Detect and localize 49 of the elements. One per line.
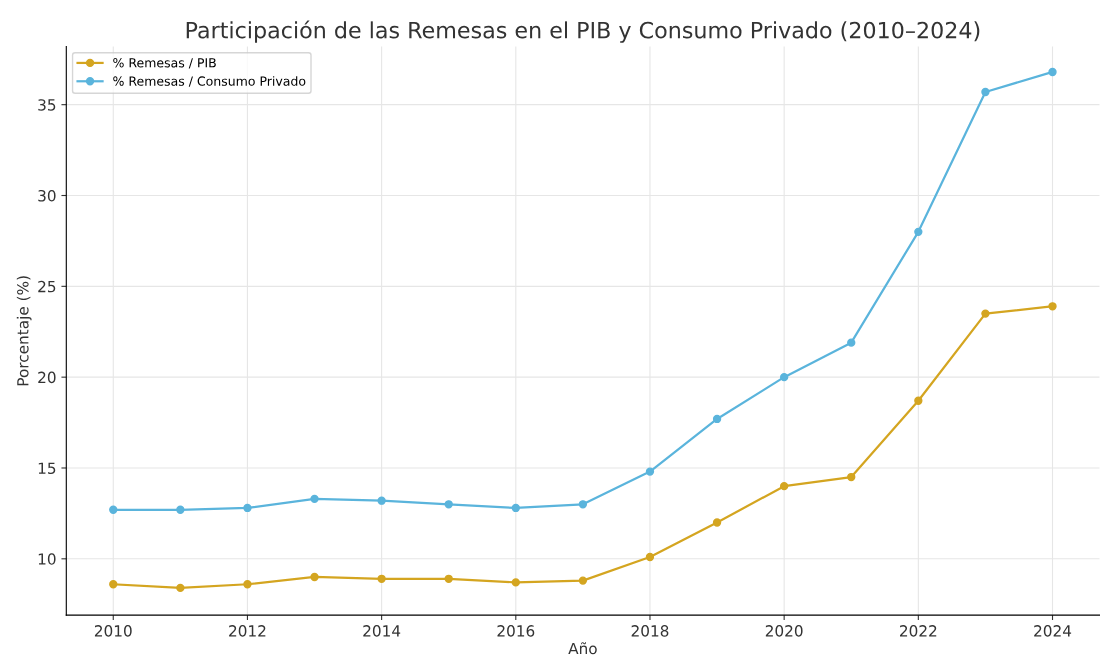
y-tick-label: 30 <box>38 189 56 202</box>
point <box>243 503 252 513</box>
point <box>914 227 923 237</box>
x-axis-title: Año <box>568 642 597 655</box>
legend-label: % Remesas / Consumo Privado <box>113 76 306 87</box>
x-tick-label: 2010 <box>94 625 132 637</box>
x-tick-label: 2020 <box>765 625 803 637</box>
point <box>444 574 453 583</box>
y-tick-label: 10 <box>38 553 56 565</box>
point <box>377 574 386 583</box>
point <box>243 580 252 589</box>
point <box>779 372 789 382</box>
point <box>310 572 319 582</box>
point <box>645 467 655 476</box>
y-tick-label: 20 <box>38 371 56 384</box>
x-tick-label: 2018 <box>631 625 669 637</box>
point <box>645 552 655 562</box>
x-tick-label: 2024 <box>1034 625 1072 637</box>
y-tick-label: 15 <box>38 462 56 475</box>
x-tick-label: 2014 <box>363 625 401 637</box>
y-axis-title: Porcentaje (%) <box>16 276 32 386</box>
point <box>310 494 319 504</box>
point <box>779 481 789 491</box>
chart-title: Participación de las Remesas en el PIB y Consumo Privado (2010–2024) <box>186 20 980 43</box>
y-tick-label: 25 <box>38 280 56 293</box>
point <box>981 87 990 97</box>
legend-label: % Remesas / PIB <box>113 58 216 69</box>
x-tick-label: 2022 <box>900 625 937 637</box>
y-tick-label: 35 <box>38 99 56 111</box>
point <box>377 496 386 505</box>
point <box>847 338 856 347</box>
point <box>444 500 453 509</box>
point <box>176 583 185 593</box>
x-tick-label: 2016 <box>497 625 535 637</box>
point <box>712 414 722 424</box>
point <box>511 503 520 513</box>
x-tick-label: 2012 <box>229 625 266 637</box>
point <box>914 396 923 405</box>
point <box>109 505 118 514</box>
point <box>511 578 520 587</box>
point <box>1048 67 1057 77</box>
point <box>109 580 118 589</box>
point <box>981 309 990 318</box>
point <box>176 505 185 514</box>
point <box>578 500 588 509</box>
point <box>847 472 856 482</box>
point <box>1048 302 1057 311</box>
point <box>578 576 588 585</box>
point <box>712 518 722 527</box>
